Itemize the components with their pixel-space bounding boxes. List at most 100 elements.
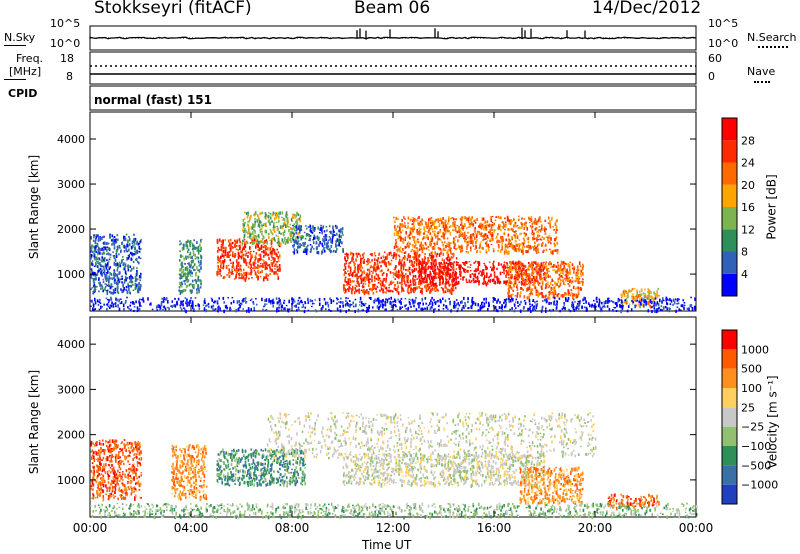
power-data-point: [269, 273, 271, 276]
power-data-point: [571, 301, 574, 303]
power-data-point: [293, 232, 295, 235]
power-data-point: [295, 249, 298, 251]
power-data-point: [414, 287, 417, 290]
power-data-point: [186, 266, 188, 269]
power-data-point: [408, 284, 410, 288]
power-data-point: [398, 300, 401, 303]
power-data-point: [302, 242, 305, 245]
power-data-point: [644, 299, 647, 303]
power-data-point: [623, 289, 626, 291]
power-data-point: [162, 309, 164, 312]
power-data-point: [193, 263, 196, 267]
power-data-point: [502, 266, 505, 269]
power-data-point: [100, 237, 102, 240]
power-data-point: [524, 272, 526, 276]
power-data-point: [191, 290, 193, 294]
power-data-point: [95, 245, 97, 249]
power-data-point: [562, 268, 564, 270]
power-data-point: [543, 265, 546, 269]
power-data-point: [98, 277, 100, 281]
power-data-point: [363, 259, 366, 261]
power-data-point: [412, 237, 415, 242]
power-data-point: [413, 252, 416, 255]
power-data-point: [113, 255, 116, 258]
power-data-point: [289, 233, 291, 236]
power-data-point: [410, 283, 412, 287]
power-data-point: [299, 235, 301, 239]
power-data-point: [295, 236, 297, 239]
power-data-point: [431, 257, 433, 262]
power-data-point: [335, 240, 337, 243]
power-data-point: [364, 283, 367, 285]
power-data-point: [541, 227, 543, 231]
power-data-point: [404, 236, 407, 240]
power-data-point: [411, 248, 413, 251]
power-data-point: [472, 240, 474, 245]
power-data-point: [394, 252, 397, 255]
power-data-point: [110, 291, 112, 295]
power-data-point: [90, 288, 92, 291]
power-data-point: [134, 276, 137, 280]
power-data-point: [416, 240, 418, 243]
power-data-point: [357, 264, 359, 268]
power-data-point: [103, 272, 106, 274]
power-data-point: [268, 263, 270, 267]
power-data-point: [410, 260, 413, 262]
power-data-point: [530, 232, 533, 235]
power-data-point: [113, 261, 116, 266]
power-data-point: [483, 305, 486, 308]
power-data-point: [608, 299, 611, 303]
power-data-point: [675, 309, 677, 313]
power-data-point: [393, 287, 396, 290]
power-data-point: [254, 259, 256, 261]
power-data-point: [200, 240, 202, 244]
power-data-point: [200, 246, 202, 251]
power-data-point: [96, 243, 99, 248]
power-data-point: [295, 231, 297, 235]
power-data-point: [335, 245, 337, 248]
power-data-point: [473, 273, 475, 278]
power-data-point: [539, 269, 542, 272]
power-data-point: [279, 244, 281, 248]
power-data-point: [338, 242, 340, 247]
power-data-point: [577, 272, 579, 275]
power-data-point: [433, 287, 436, 291]
power-data-point: [382, 284, 385, 287]
power-data-point: [379, 261, 381, 264]
power-data-point: [452, 217, 455, 221]
power-data-point: [476, 275, 479, 278]
power-data-point: [116, 276, 119, 279]
power-data-point: [390, 301, 393, 305]
power-data-point: [588, 302, 590, 305]
power-data-point: [577, 278, 580, 282]
power-data-point: [354, 284, 357, 286]
power-data-point: [594, 303, 596, 306]
power-data-point: [198, 262, 200, 264]
power-data-point: [365, 309, 368, 314]
power-data-point: [507, 276, 510, 279]
power-data-point: [298, 228, 300, 230]
power-data-point: [480, 233, 482, 237]
power-data-point: [510, 274, 512, 277]
power-data-point: [442, 217, 444, 220]
power-data-point: [463, 268, 465, 271]
power-data-point: [544, 228, 546, 233]
power-data-point: [447, 283, 450, 285]
power-data-point: [509, 228, 511, 231]
power-data-point: [481, 282, 484, 285]
power-data-point: [537, 234, 539, 238]
power-data-point: [598, 298, 601, 301]
power-data-point: [490, 233, 493, 237]
power-data-point: [258, 218, 260, 221]
power-data-point: [626, 302, 629, 304]
power-data-point: [139, 279, 141, 282]
power-data-point: [432, 283, 435, 287]
power-data-point: [388, 252, 391, 256]
power-data-point: [659, 298, 661, 303]
power-data-point: [326, 301, 329, 305]
power-data-point: [508, 277, 511, 282]
power-data-point: [416, 251, 419, 255]
power-data-point: [423, 260, 426, 263]
power-data-point: [300, 236, 303, 241]
power-data-point: [303, 309, 306, 314]
